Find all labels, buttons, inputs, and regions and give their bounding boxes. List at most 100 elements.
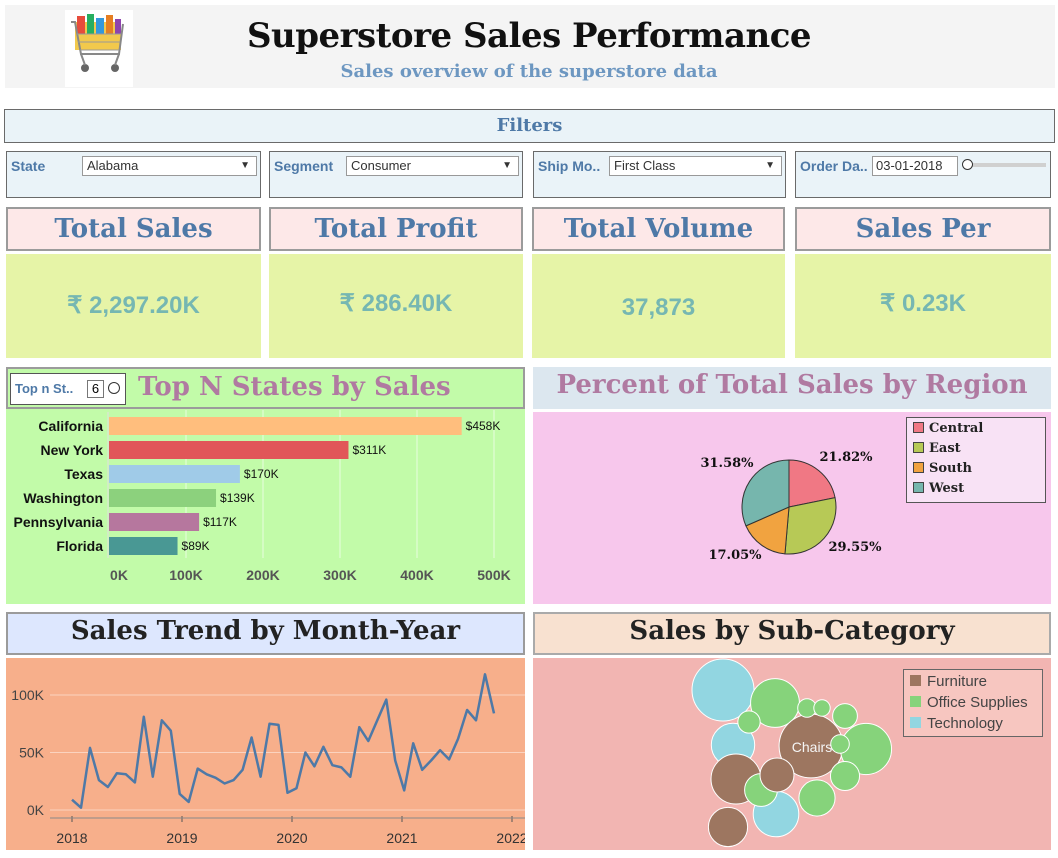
- top-n-input[interactable]: 6: [87, 380, 104, 398]
- segment-dropdown[interactable]: Consumer ▼: [346, 156, 519, 176]
- kpi-value-total-sales: ₹ 2,297.20K: [6, 254, 261, 358]
- bubble: [813, 699, 831, 717]
- x-tick-label: 2022: [496, 830, 525, 846]
- order-date-input[interactable]: 03-01-2018: [872, 156, 958, 176]
- legend-item-south[interactable]: South: [913, 461, 972, 476]
- bubble: [798, 779, 836, 817]
- legend-swatch: [910, 717, 921, 728]
- order-date-filter: Order Da.. 03-01-2018: [795, 151, 1051, 198]
- legend-item-furniture[interactable]: Furniture: [910, 673, 987, 690]
- cart-icon: [71, 14, 124, 72]
- x-tick-label: 2021: [386, 830, 417, 846]
- x-tick-label: 2019: [166, 830, 197, 846]
- kpi-title-total-sales: Total Sales: [6, 207, 261, 251]
- legend-item-technology[interactable]: Technology: [910, 715, 1003, 732]
- bar-data-label: $89K: [182, 539, 210, 553]
- segment-filter-label: Segment: [274, 158, 334, 174]
- legend-swatch: [910, 675, 921, 686]
- kpi-value-total-profit: ₹ 286.40K: [269, 254, 523, 358]
- sales-trend-line-chart: 0K 50K 100K 2018 2019 2020 2021 2022: [11, 673, 525, 846]
- bar: [109, 417, 462, 435]
- bar: [109, 489, 217, 507]
- order-date-filter-label: Order Da..: [800, 158, 868, 174]
- legend-swatch: [913, 422, 924, 433]
- ship-mode-dropdown[interactable]: First Class ▼: [609, 156, 782, 176]
- subcategory-bubble-chart: Chairs: [691, 658, 893, 848]
- region-legend: Central East South West: [906, 417, 1046, 503]
- header-bar: [5, 5, 1055, 88]
- state-filter-label: State: [11, 158, 46, 174]
- x-tick-label: 500K: [477, 567, 510, 583]
- state-dropdown[interactable]: Alabama ▼: [82, 156, 257, 176]
- x-tick-label: 300K: [323, 567, 356, 583]
- top-states-bar-chart: California $458K New York $311K Texas $170K Wa…: [14, 410, 511, 583]
- state-dropdown-value: Alabama: [87, 158, 139, 173]
- bar: [109, 465, 240, 483]
- legend-item-west[interactable]: West: [913, 481, 964, 496]
- bubble: [707, 806, 749, 848]
- legend-item-east[interactable]: East: [913, 441, 961, 456]
- x-tick-label: 400K: [400, 567, 433, 583]
- chevron-down-icon: ▼: [502, 160, 512, 171]
- x-tick-label: 2018: [56, 830, 87, 846]
- y-tick-label: 100K: [11, 687, 44, 703]
- bar-category-label: Washington: [23, 490, 103, 506]
- legend-label: Technology: [927, 715, 1003, 732]
- x-tick-label: 2020: [276, 830, 307, 846]
- pie-data-label: 17.05%: [708, 548, 762, 563]
- legend-label: Office Supplies: [927, 694, 1028, 711]
- bubble: [830, 734, 850, 754]
- pie-slice: [745, 506, 790, 555]
- x-tick-label: 100K: [169, 567, 202, 583]
- legend-label: Central: [929, 421, 984, 436]
- region-pie-chart: 21.82% 29.55% 17.05% 31.58%: [700, 450, 882, 563]
- legend-label: West: [929, 481, 965, 496]
- bar-data-label: $458K: [466, 419, 501, 433]
- subcategory-title: Sales by Sub-Category: [629, 616, 955, 646]
- bar-category-label: Florida: [56, 538, 103, 554]
- kpi-title-total-profit: Total Profit: [269, 207, 523, 251]
- bar-category-label: Pennsylvania: [14, 514, 104, 530]
- date-slider-handle[interactable]: [962, 159, 973, 170]
- y-tick-label: 0K: [27, 802, 45, 818]
- shopping-cart-logo: [65, 10, 133, 87]
- y-tick-label: 50K: [19, 745, 45, 761]
- bubble: [737, 710, 761, 734]
- sales-trend-header: [6, 612, 525, 655]
- legend-item-office-supplies[interactable]: Office Supplies: [910, 694, 1028, 711]
- top-states-title: Top N States by Sales: [138, 372, 451, 402]
- legend-label: East: [929, 441, 961, 456]
- page-subtitle: Sales overview of the superstore data: [340, 61, 718, 82]
- x-tick-label: 0K: [110, 567, 128, 583]
- state-filter: State Alabama ▼: [6, 151, 261, 198]
- sales-trend-title: Sales Trend by Month-Year: [70, 616, 461, 646]
- bar-category-label: New York: [40, 442, 103, 458]
- bar: [109, 441, 349, 459]
- filters-title: Filters: [4, 109, 1055, 143]
- pie-data-label: 21.82%: [819, 450, 873, 465]
- kpi-title-total-volume: Total Volume: [532, 207, 785, 251]
- top-n-parameter: [10, 373, 126, 405]
- ship-mode-filter-label: Ship Mo..: [538, 158, 601, 174]
- bubble: [829, 760, 861, 792]
- date-slider-track[interactable]: [968, 163, 1046, 167]
- x-tick-label: 200K: [246, 567, 279, 583]
- kpi-value-total-volume: 37,873: [532, 254, 785, 358]
- bubble: [832, 703, 858, 729]
- segment-dropdown-value: Consumer: [351, 158, 411, 173]
- sales-line: [71, 673, 496, 809]
- pie-slice: [788, 459, 836, 508]
- top-n-slider-handle[interactable]: [108, 382, 120, 394]
- ship-mode-filter: Ship Mo.. First Class ▼: [533, 151, 786, 198]
- bar-data-label: $311K: [352, 443, 386, 457]
- page-title: Superstore Sales Performance: [246, 16, 812, 56]
- bubble-label: Chairs: [792, 739, 832, 755]
- pie-data-label: 29.55%: [828, 540, 882, 555]
- region-pie-header: [533, 367, 1051, 409]
- kpi-title-sales-per-customer: Sales Per Customer: [795, 207, 1051, 284]
- bar: [109, 537, 178, 555]
- legend-swatch: [913, 442, 924, 453]
- pie-slice: [741, 459, 790, 527]
- order-date-value: 03-01-2018: [876, 158, 943, 173]
- legend-item-central[interactable]: Central: [913, 421, 983, 436]
